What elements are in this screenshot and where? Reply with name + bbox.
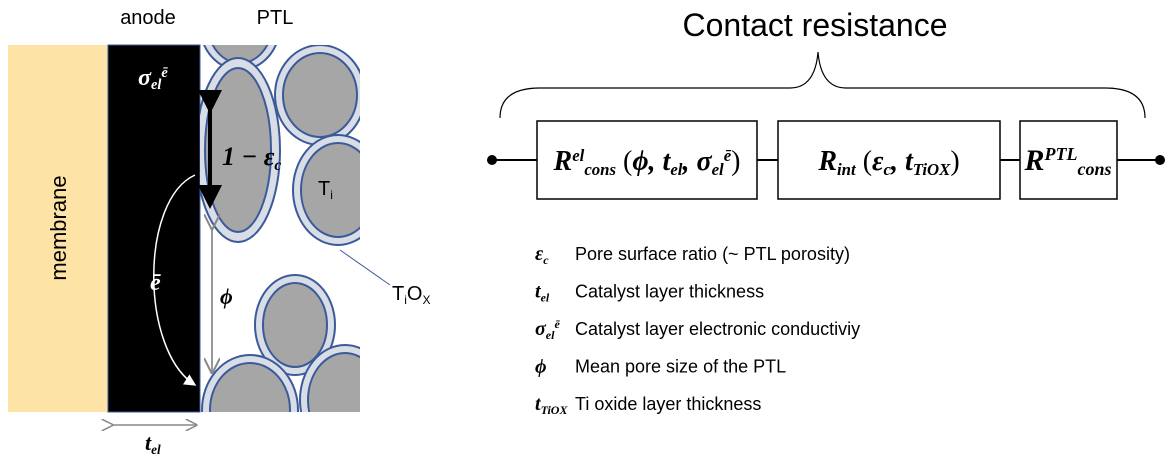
text-part: el [670,160,682,179]
text-part: c [884,160,892,179]
text-part: 1 − ε [222,142,275,171]
membrane-label: membrane [46,175,71,280]
legend-symbol: tel [535,281,550,305]
text-part: el [151,442,161,457]
legend-text: Catalyst layer thickness [575,282,764,302]
anode-layer [107,44,201,413]
text-part: ϕ [535,356,547,378]
sigma-symbol: σelē [138,65,168,93]
text-part: cons [584,160,616,179]
tiox-pointer [339,249,391,286]
text-part: T [318,178,330,200]
text-part: TiOX [541,403,569,417]
text-part: ē [724,146,732,165]
text-part: i [404,293,407,307]
resistor-label: RPTLcons [1023,144,1111,179]
text-part: ) [950,146,959,177]
electron-path [153,174,197,386]
text-part: R [817,146,837,177]
text-part: t [535,393,542,415]
legend-symbol: tTiOX [535,393,568,417]
text-part: int [837,160,857,179]
text-part: t [535,281,542,303]
tel-symbol: tel [145,430,161,457]
text-part: el [572,146,584,165]
text-part: el [712,160,724,179]
electron-symbol: ē [150,270,161,296]
text-part: T [392,283,404,305]
text-part: PTL [1044,144,1078,164]
text-part: ē [161,65,168,81]
text-part: ē [150,270,161,296]
resistor-label: Relcons (ϕ, tel, σelē) [553,146,741,179]
text-part: , t [890,146,914,177]
text-part: c [274,157,281,174]
text-part: , σ [681,146,712,177]
legend-symbol: σelē [535,317,560,341]
phi-symbol: ϕ [220,284,233,309]
text-part: el [151,77,161,93]
text-part: O [407,283,423,305]
text-part: ( [616,146,632,177]
text-part: t [145,430,152,455]
resistor-box [777,120,1001,200]
text-part: ϕ [220,284,233,309]
legend-text: Ti oxide layer thickness [575,394,761,414]
resistor-box [1019,120,1118,200]
legend-text: Mean pore size of the PTL [575,357,786,377]
ptl-label: PTL [257,7,294,29]
brace [499,51,1146,119]
resistor-label: Rint (εc, tTiOX) [817,146,959,179]
text-part: c [543,253,549,267]
text-part: ϕ, t [632,146,671,177]
text-part: R [1023,144,1044,177]
text-part: TiOX [913,160,951,179]
text-part: ε [872,146,884,177]
text-part: X [422,293,430,307]
text-part: R [553,146,573,177]
text-part: i [330,188,333,202]
legend-text: Catalyst layer electronic conductiviy [575,319,860,339]
legend-symbol: εc [535,243,549,267]
resistor-box [536,120,758,200]
text-part: el [546,328,555,342]
text-part: ε [535,243,544,265]
text-part: ( [856,146,872,177]
text-part: σ [138,65,152,91]
terminal [487,155,497,165]
text-part: el [541,290,550,304]
terminal [1155,155,1165,165]
ptl-particles [200,45,360,412]
tiox-label: TiOX [392,283,430,307]
text-part: ) [731,146,740,177]
membrane-layer [8,45,108,412]
legend: εc Pore surface ratio (~ PTL porosity)tel… [535,243,860,417]
legend-text: Pore surface ratio (~ PTL porosity) [575,244,850,264]
title: Contact resistance [682,7,947,43]
text-part: σ [535,318,547,340]
text-part: cons [1078,159,1112,179]
text-part: ē [554,317,560,331]
ti-label: Ti [318,178,333,202]
eps-symbol: 1 − εc [222,142,281,174]
legend-symbol: ϕ [535,356,547,378]
anode-label: anode [120,7,176,29]
